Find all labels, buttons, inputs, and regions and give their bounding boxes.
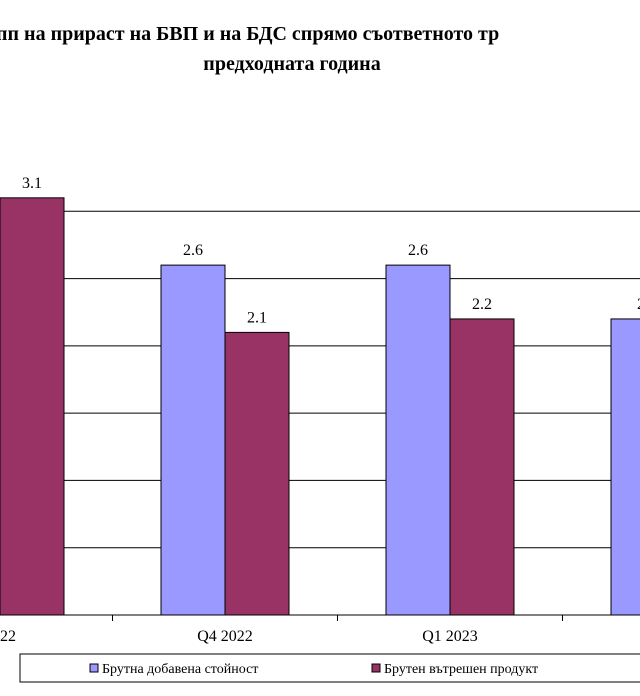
data-label: 2.6 (183, 242, 203, 259)
legend-box (19, 653, 640, 683)
legend-swatch (371, 663, 381, 673)
x-tick-label: Q4 2022 (197, 628, 253, 645)
chart-title: предходната година (203, 53, 380, 75)
legend-label: Брутен вътрешен продукт (384, 662, 538, 677)
bar (610, 318, 640, 616)
legend-label: Брутна добавена стойност (102, 662, 258, 677)
data-label: 2.6 (408, 242, 428, 259)
bar (160, 264, 226, 616)
bar (385, 264, 451, 616)
data-label: 2.2 (472, 296, 492, 313)
data-label: 3.1 (22, 175, 42, 192)
x-tick-label: Q1 2023 (422, 628, 478, 645)
data-label: 2.1 (247, 309, 267, 326)
x-tick-label: 2022 (0, 628, 16, 645)
bar (449, 318, 515, 616)
bar (0, 197, 65, 616)
legend-swatch (89, 663, 99, 673)
bar (224, 331, 290, 616)
data-label: 2. (637, 296, 640, 313)
chart-title: пп на прираст на БВП и на БДС спрямо съо… (0, 23, 499, 45)
